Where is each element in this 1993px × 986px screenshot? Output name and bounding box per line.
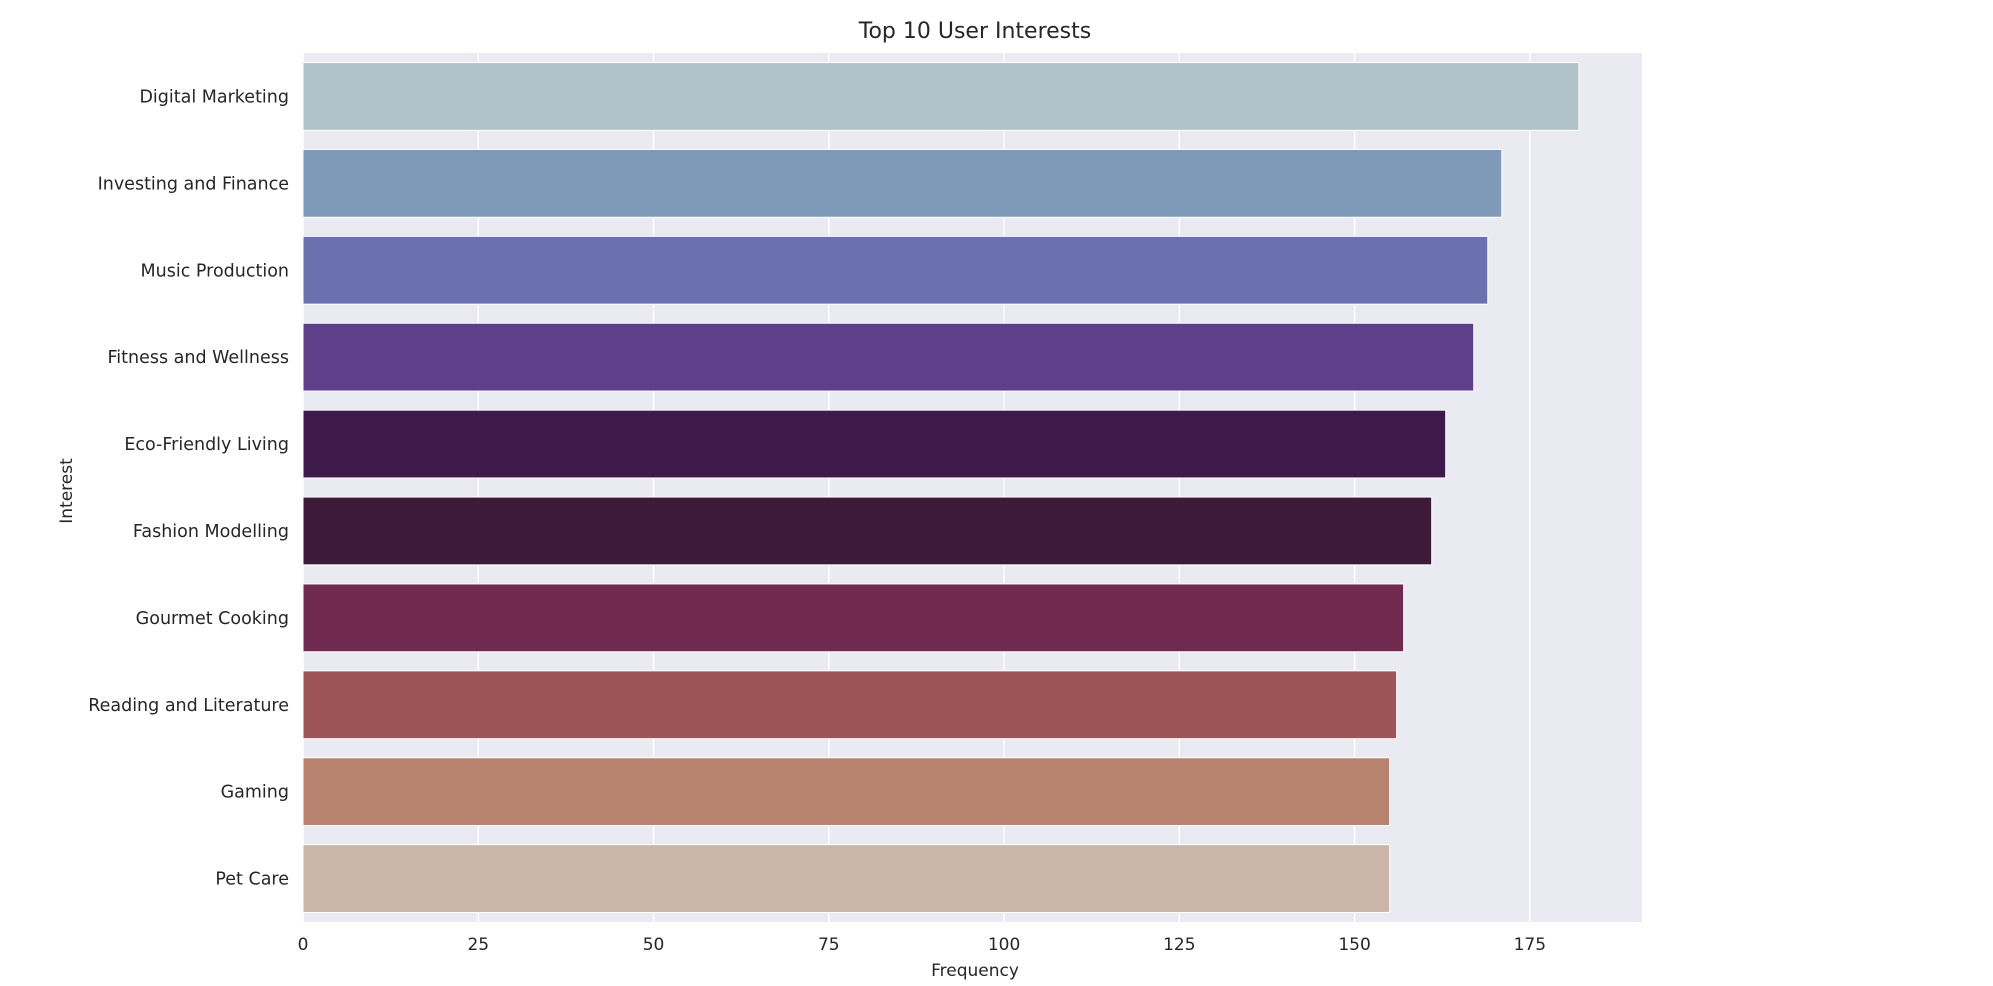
- y-tick-label: Digital Marketing: [139, 87, 289, 107]
- y-tick-label: Gourmet Cooking: [136, 609, 289, 629]
- bar: [302, 757, 1391, 827]
- bar: [302, 496, 1433, 566]
- y-axis-label: Interest: [57, 458, 77, 524]
- x-axis-label: Frequency: [931, 961, 1019, 981]
- bar: [302, 322, 1475, 392]
- y-tick-label: Fitness and Wellness: [107, 348, 289, 368]
- y-tick-label: Eco-Friendly Living: [124, 435, 289, 455]
- x-tick-label: 100: [988, 935, 1020, 955]
- x-tick-label: 50: [643, 935, 665, 955]
- bar: [302, 409, 1447, 479]
- y-tick-label: Pet Care: [215, 870, 289, 890]
- x-tick-label: 0: [298, 935, 309, 955]
- x-tick-label: 25: [467, 935, 489, 955]
- x-tick-label: 75: [818, 935, 840, 955]
- y-tick-label: Reading and Literature: [88, 696, 289, 716]
- bar: [302, 844, 1391, 913]
- bar: [302, 583, 1405, 653]
- x-tick-label: 125: [1163, 935, 1195, 955]
- bar: [302, 235, 1489, 305]
- y-tick-label: Fashion Modelling: [133, 522, 289, 542]
- chart-title: Top 10 User Interests: [858, 19, 1091, 44]
- y-tick-label: Gaming: [221, 783, 289, 803]
- bar: [302, 62, 1580, 131]
- y-tick-label: Investing and Finance: [98, 174, 289, 194]
- bar: [302, 148, 1503, 218]
- x-tick-label: 175: [1514, 935, 1546, 955]
- x-tick-label: 150: [1338, 935, 1370, 955]
- y-tick-label: Music Production: [141, 261, 289, 281]
- bar: [302, 670, 1398, 740]
